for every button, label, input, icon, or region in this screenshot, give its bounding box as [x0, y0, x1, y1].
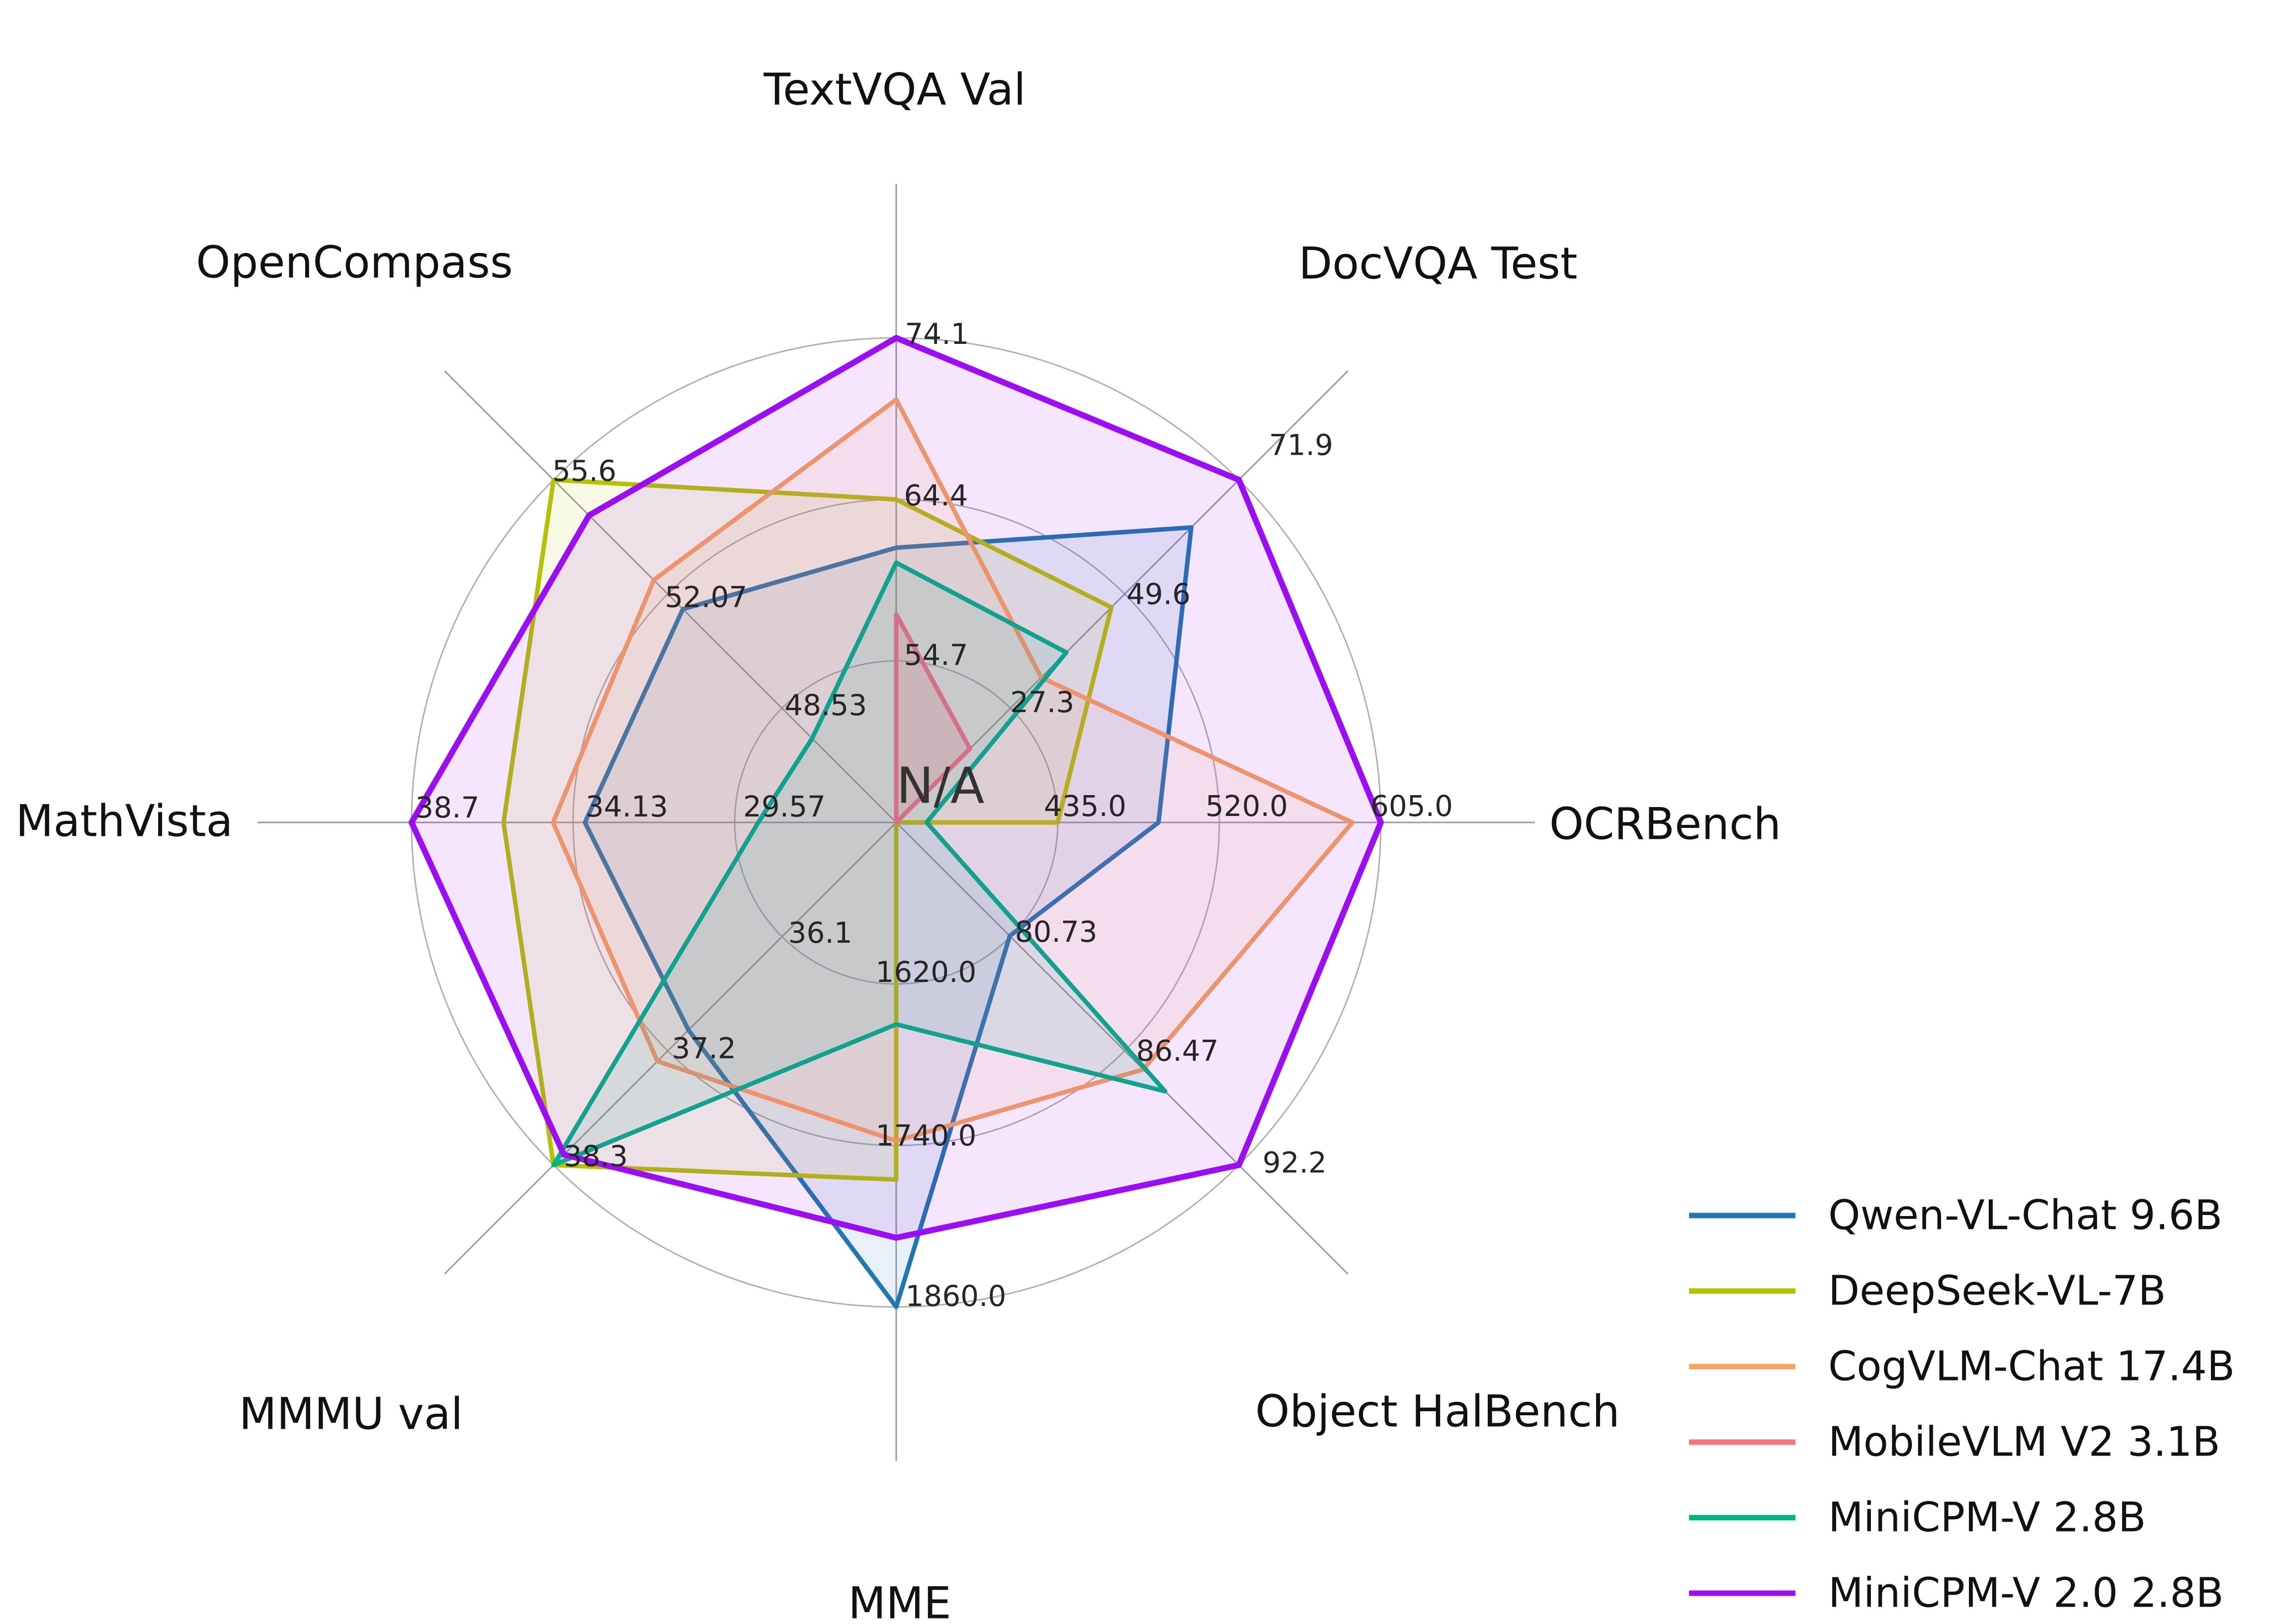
axis-title-mathvista: MathVista — [15, 796, 233, 847]
legend-label: CogVLM-Chat 17.4B — [1828, 1343, 2235, 1390]
tick-label-axis2-2: 605.0 — [1370, 789, 1453, 823]
series-outline — [409, 335, 1384, 1241]
tick-label-axis6-2: 38.7 — [415, 791, 479, 824]
series-outline — [583, 525, 1194, 1309]
axis-titles: TextVQA Val DocVQA Test OCRBench Object Hal… — [15, 64, 1781, 1624]
legend-label: MobileVLM V2 3.1B — [1828, 1419, 2220, 1466]
tick-label-axis6-1: 34.13 — [586, 790, 668, 823]
tick-label-axis4-0: 1620.0 — [876, 955, 977, 989]
axis-title-opencompass: OpenCompass — [196, 237, 513, 288]
series-cogvlm-chat-17-4b — [551, 397, 1355, 1143]
tick-label-axis3-2: 92.2 — [1263, 1145, 1327, 1179]
series-outline — [894, 612, 972, 825]
legend-item-minicpm-v-2-8b: MiniCPM-V 2.8B — [1689, 1494, 2146, 1542]
legend-item-deepseek-vl-7b: DeepSeek-VL-7B — [1689, 1268, 2166, 1315]
tick-label-axis6-0: 29.57 — [743, 790, 826, 823]
tick-label-axis4-1: 1740.0 — [876, 1119, 977, 1152]
na-label: N/A — [897, 757, 985, 815]
axis-title-textvqa-val: TextVQA Val — [763, 64, 1025, 115]
legend-label: Qwen-VL-Chat 9.6B — [1828, 1192, 2222, 1239]
tick-label-axis5-0: 36.1 — [788, 916, 852, 950]
series-outline — [551, 397, 1355, 1143]
tick-label-axis0-2: 74.1 — [905, 317, 969, 351]
axis-title-object-halbench: Object HalBench — [1255, 1386, 1620, 1437]
axis-tick-labels: 54.7 64.4 74.1 27.3 49.6 71.9 435.0 520.0 605.0 8… — [415, 317, 1453, 1313]
series-minicpm-v-2-0-2-8b — [409, 335, 1384, 1241]
tick-label-axis0-1: 64.4 — [904, 479, 968, 512]
series-deepseek-vl-7b — [501, 478, 1114, 1182]
tick-label-axis0-0: 54.7 — [904, 638, 968, 672]
series-outline — [551, 560, 1168, 1167]
series-fill — [553, 399, 1353, 1141]
series-minicpm-v-2-8b — [551, 560, 1168, 1167]
tick-label-axis1-2: 71.9 — [1269, 428, 1333, 462]
tick-label-axis1-1: 49.6 — [1126, 577, 1190, 611]
tick-label-axis5-1: 37.2 — [672, 1032, 736, 1065]
tick-label-axis7-1: 52.07 — [665, 580, 747, 614]
axis-title-mme: MME — [848, 1578, 951, 1623]
axis-title-ocrbench: OCRBench — [1549, 799, 1781, 850]
tick-label-axis3-1: 86.47 — [1136, 1034, 1219, 1068]
tick-label-axis2-1: 520.0 — [1205, 789, 1288, 823]
tick-label-axis3-0: 80.73 — [1015, 915, 1098, 949]
series-fill — [504, 480, 1111, 1180]
series-qwen-vl-chat-9-6b — [583, 525, 1194, 1309]
legend: Qwen-VL-Chat 9.6B DeepSeek-VL-7B CogVLM-Ch… — [1689, 1192, 2235, 1617]
legend-label: MiniCPM-V 2.8B — [1828, 1494, 2146, 1542]
tick-label-axis5-2: 38.3 — [564, 1139, 628, 1173]
legend-label: MiniCPM-V 2.0 2.8B — [1828, 1570, 2224, 1617]
series-fill — [553, 563, 1166, 1165]
axis-title-mmmu-val: MMMU val — [239, 1388, 463, 1440]
legend-item-minicpm-v-2-0-2-8b: MiniCPM-V 2.0 2.8B — [1689, 1570, 2224, 1617]
axis-spoke-3 — [895, 821, 1349, 1275]
series-fill — [585, 527, 1191, 1307]
axis-spoke-7 — [444, 370, 897, 823]
tick-label-axis7-2: 55.6 — [552, 454, 616, 488]
tick-label-axis7-0: 48.53 — [784, 688, 867, 722]
series-fill — [412, 338, 1381, 1238]
legend-item-qwen-vl-chat-9-6b: Qwen-VL-Chat 9.6B — [1689, 1192, 2222, 1239]
tick-label-axis1-0: 27.3 — [1010, 685, 1074, 719]
legend-label: DeepSeek-VL-7B — [1828, 1268, 2166, 1315]
legend-item-cogvlm-chat-17-4b: CogVLM-Chat 17.4B — [1689, 1343, 2235, 1390]
axis-title-docvqa-test: DocVQA Test — [1299, 238, 1578, 289]
series-mobilevlm-v2-3-1b — [894, 612, 972, 825]
legend-item-mobilevlm-v2-3-1b: MobileVLM V2 3.1B — [1689, 1419, 2220, 1466]
series-outline — [501, 478, 1114, 1182]
tick-label-axis4-2: 1860.0 — [906, 1279, 1007, 1313]
series-fill — [896, 614, 970, 822]
tick-label-axis2-0: 435.0 — [1044, 789, 1126, 823]
axis-spoke-5 — [444, 821, 897, 1275]
